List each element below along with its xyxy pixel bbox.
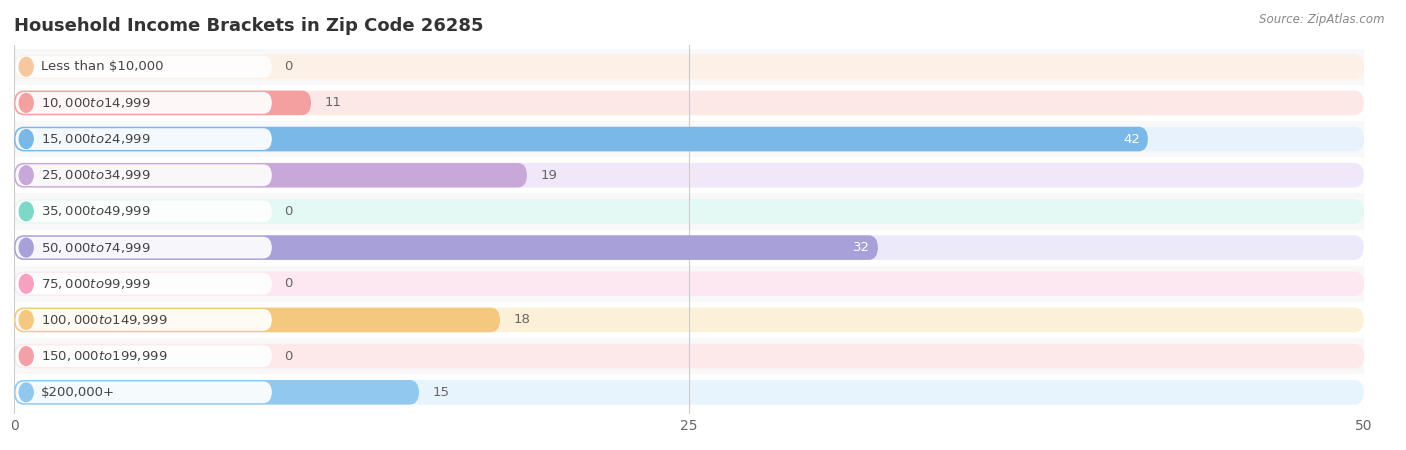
Bar — [14, 121, 1364, 157]
Text: $10,000 to $14,999: $10,000 to $14,999 — [41, 96, 150, 110]
Text: 0: 0 — [284, 205, 292, 218]
Text: 19: 19 — [540, 169, 557, 182]
Text: Household Income Brackets in Zip Code 26285: Household Income Brackets in Zip Code 26… — [14, 17, 484, 35]
Circle shape — [20, 238, 34, 257]
Circle shape — [20, 130, 34, 148]
FancyBboxPatch shape — [14, 199, 1364, 224]
FancyBboxPatch shape — [14, 380, 419, 405]
Circle shape — [20, 57, 34, 76]
FancyBboxPatch shape — [15, 201, 271, 222]
Circle shape — [20, 383, 34, 402]
FancyBboxPatch shape — [14, 235, 1364, 260]
Text: 15: 15 — [433, 386, 450, 399]
Bar — [14, 157, 1364, 194]
Bar — [14, 266, 1364, 302]
Text: 0: 0 — [284, 350, 292, 363]
Text: $200,000+: $200,000+ — [41, 386, 115, 399]
FancyBboxPatch shape — [14, 235, 877, 260]
FancyBboxPatch shape — [14, 344, 1364, 369]
Circle shape — [20, 202, 34, 221]
Text: 18: 18 — [513, 314, 530, 326]
Bar — [14, 49, 1364, 85]
FancyBboxPatch shape — [14, 163, 527, 188]
FancyBboxPatch shape — [15, 237, 271, 258]
FancyBboxPatch shape — [15, 273, 271, 295]
Text: $100,000 to $149,999: $100,000 to $149,999 — [41, 313, 167, 327]
Text: $25,000 to $34,999: $25,000 to $34,999 — [41, 168, 150, 182]
FancyBboxPatch shape — [14, 127, 1364, 151]
Text: 42: 42 — [1123, 133, 1140, 145]
Circle shape — [20, 310, 34, 329]
Text: $35,000 to $49,999: $35,000 to $49,999 — [41, 204, 150, 218]
FancyBboxPatch shape — [15, 382, 271, 403]
FancyBboxPatch shape — [15, 345, 271, 367]
FancyBboxPatch shape — [14, 90, 311, 115]
Circle shape — [20, 94, 34, 112]
Bar — [14, 302, 1364, 338]
FancyBboxPatch shape — [14, 127, 1147, 151]
FancyBboxPatch shape — [14, 308, 501, 332]
Text: $75,000 to $99,999: $75,000 to $99,999 — [41, 277, 150, 291]
FancyBboxPatch shape — [15, 164, 271, 186]
FancyBboxPatch shape — [14, 271, 1364, 296]
Text: 0: 0 — [284, 277, 292, 290]
Circle shape — [20, 347, 34, 365]
Circle shape — [20, 166, 34, 184]
FancyBboxPatch shape — [14, 54, 1364, 79]
FancyBboxPatch shape — [15, 309, 271, 331]
FancyBboxPatch shape — [15, 128, 271, 150]
FancyBboxPatch shape — [15, 56, 271, 77]
Bar — [14, 230, 1364, 266]
Bar — [14, 194, 1364, 230]
Bar — [14, 85, 1364, 121]
Text: $15,000 to $24,999: $15,000 to $24,999 — [41, 132, 150, 146]
FancyBboxPatch shape — [14, 163, 1364, 188]
Circle shape — [20, 274, 34, 293]
Text: $50,000 to $74,999: $50,000 to $74,999 — [41, 241, 150, 255]
Text: $150,000 to $199,999: $150,000 to $199,999 — [41, 349, 167, 363]
Text: Source: ZipAtlas.com: Source: ZipAtlas.com — [1260, 14, 1385, 27]
FancyBboxPatch shape — [15, 92, 271, 114]
Text: 11: 11 — [325, 96, 342, 109]
Text: 32: 32 — [853, 241, 870, 254]
Text: Less than $10,000: Less than $10,000 — [41, 60, 163, 73]
Text: 0: 0 — [284, 60, 292, 73]
FancyBboxPatch shape — [14, 308, 1364, 332]
FancyBboxPatch shape — [14, 380, 1364, 405]
Bar — [14, 338, 1364, 374]
FancyBboxPatch shape — [14, 90, 1364, 115]
Bar — [14, 374, 1364, 410]
